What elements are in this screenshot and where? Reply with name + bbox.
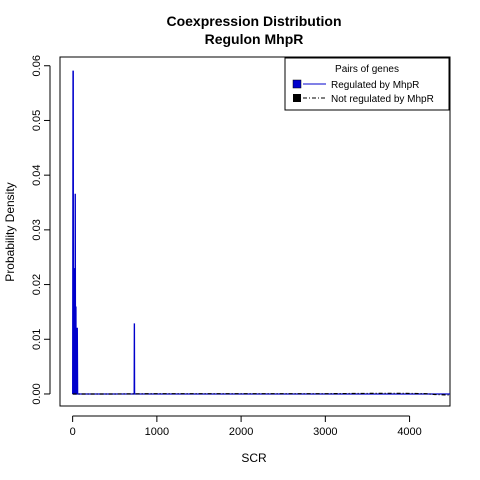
y-tick-label: 0.01 (31, 329, 43, 350)
plot-area (59, 56, 451, 407)
y-tick-label: 0.05 (31, 110, 43, 131)
y-axis-label: Probability Density (3, 182, 17, 281)
x-tick-label: 0 (70, 426, 76, 438)
legend: Pairs of genes Regulated by MhpR Not reg… (284, 57, 450, 111)
x-tick-label: 1000 (145, 426, 169, 438)
series-layer (72, 70, 451, 396)
legend-label-regulated: Regulated by MhpR (331, 80, 419, 91)
x-axis-label: SCR (241, 451, 267, 465)
legend-swatch-not-regulated (293, 94, 301, 102)
y-tick-label: 0.06 (31, 55, 43, 76)
y-tick-label: 0.00 (31, 383, 43, 404)
chart-subtitle: Regulon MhpR (205, 31, 304, 47)
series-line-not-regulated (72, 392, 451, 396)
legend-label-not-regulated: Not regulated by MhpR (331, 94, 434, 105)
x-axis: 0 1000 2000 3000 4000 (70, 415, 422, 438)
y-tick-label: 0.04 (31, 164, 43, 185)
legend-swatch-regulated (292, 79, 302, 89)
legend-title: Pairs of genes (335, 64, 399, 75)
chart-title: Coexpression Distribution (166, 13, 341, 29)
series-line-regulated (72, 70, 450, 395)
y-tick-label: 0.02 (31, 274, 43, 295)
x-tick-label: 2000 (229, 426, 253, 438)
x-tick-label: 3000 (313, 426, 337, 438)
x-tick-label: 4000 (397, 426, 421, 438)
y-tick-label: 0.03 (31, 219, 43, 240)
y-axis: 0.00 0.01 0.02 0.03 0.04 0.05 0.06 (31, 55, 51, 405)
